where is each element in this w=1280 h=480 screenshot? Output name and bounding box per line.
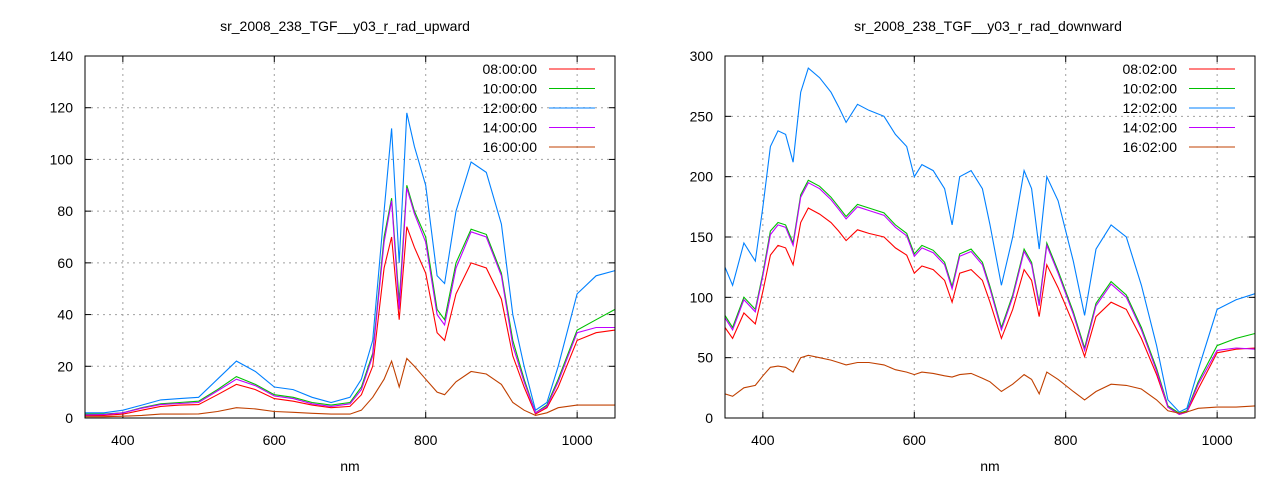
y-tick-label: 80: [57, 203, 73, 219]
chart-downward: sr_2008_238_TGF__y03_r_rad_downward nm 0…: [690, 18, 1256, 474]
legend-label: 16:00:00: [483, 139, 538, 155]
series-line-12-00-00: [85, 112, 616, 414]
legend-label: 08:02:00: [1123, 61, 1178, 77]
series-line-14-00-00: [84, 187, 615, 416]
x-tick-label: 400: [751, 432, 775, 448]
legend-label: 12:00:00: [483, 100, 538, 116]
x-tick-label: 1000: [562, 432, 593, 448]
series-line-14-02-00: [724, 181, 1256, 416]
plot-frame: [84, 55, 616, 419]
legend-label: 08:00:00: [483, 61, 538, 77]
legend-label: 12:02:00: [1123, 100, 1178, 116]
y-tick-label: 0: [65, 410, 73, 426]
y-tick-label: 20: [57, 358, 73, 374]
series-line-16-00-00: [85, 357, 615, 418]
y-tick-label: 0: [705, 410, 713, 426]
chart-upward: sr_2008_238_TGF__y03_r_rad_upward nm 0 20…: [50, 18, 616, 474]
y-tick-label: 250: [690, 108, 714, 124]
legend-label: 14:00:00: [483, 120, 538, 136]
y-tick-label: 300: [690, 48, 714, 64]
y-tick-label: 50: [697, 350, 713, 366]
x-tick-label: 800: [1054, 432, 1078, 448]
chart-title: sr_2008_238_TGF__y03_r_rad_downward: [854, 18, 1122, 34]
x-tick-label: 400: [111, 432, 135, 448]
series-line-12-02-00: [724, 67, 1256, 413]
y-tick-label: 120: [50, 100, 74, 116]
y-tick-label: 40: [57, 307, 73, 323]
y-tick-label: 150: [690, 229, 714, 245]
series-line-08-00-00: [85, 226, 616, 416]
y-tick-label: 60: [57, 255, 73, 271]
series-line-16-02-00: [724, 354, 1256, 414]
y-tick-label: 100: [50, 151, 74, 167]
x-tick-label: 600: [263, 432, 287, 448]
legend-label: 10:00:00: [483, 81, 538, 97]
legend-label: 16:02:00: [1123, 139, 1178, 155]
y-tick-label: 140: [50, 48, 74, 64]
x-tick-label: 600: [903, 432, 927, 448]
series-line-10-00-00: [85, 185, 616, 415]
chart-title: sr_2008_238_TGF__y03_r_rad_upward: [220, 18, 470, 34]
y-tick-label: 200: [690, 169, 714, 185]
plot-frame: [724, 55, 1256, 419]
series-line-08-02-00: [724, 207, 1256, 416]
legend-label: 10:02:00: [1123, 81, 1178, 97]
x-axis-label: nm: [980, 458, 999, 474]
legend-label: 14:02:00: [1123, 120, 1178, 136]
y-tick-label: 100: [690, 289, 714, 305]
x-tick-label: 800: [414, 432, 438, 448]
x-tick-label: 1000: [1202, 432, 1233, 448]
x-axis-label: nm: [340, 458, 359, 474]
